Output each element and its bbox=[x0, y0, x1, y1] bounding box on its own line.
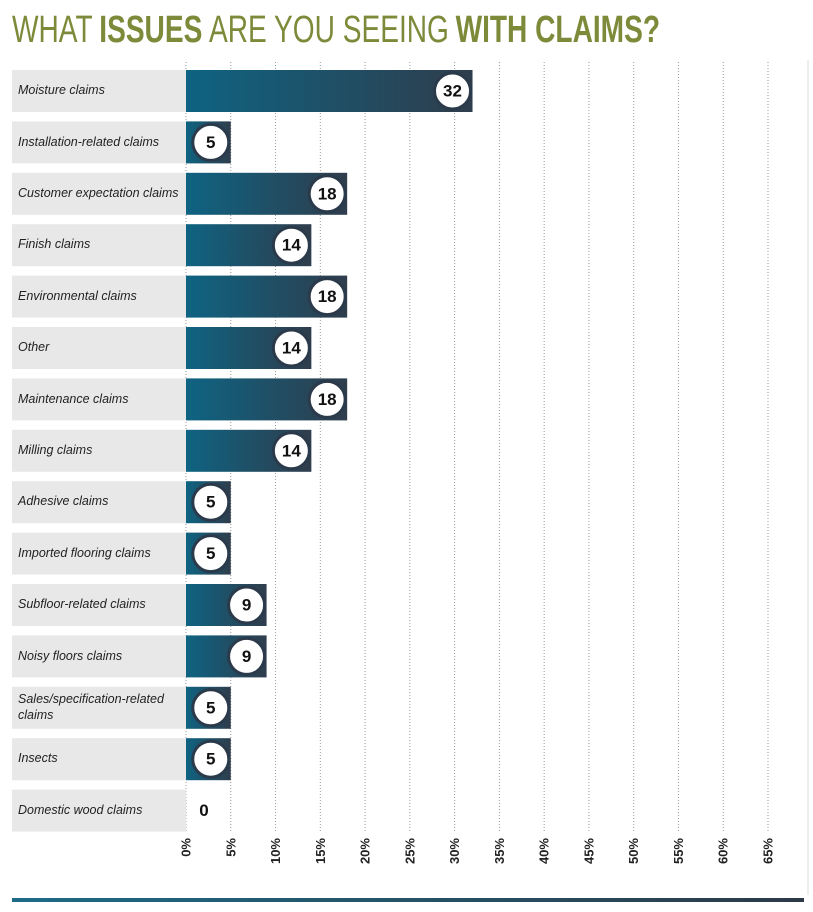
label-bg bbox=[12, 584, 186, 626]
bar bbox=[186, 70, 473, 112]
value-label: 32 bbox=[443, 82, 462, 101]
label-box: Installation-related claims bbox=[18, 134, 160, 149]
x-tick-label: 15% bbox=[313, 838, 328, 864]
category-label: Insects bbox=[18, 751, 58, 766]
category-label: Environmental claims bbox=[18, 288, 137, 303]
value-badge bbox=[191, 688, 231, 728]
category-label: Installation-related claims bbox=[18, 134, 160, 149]
x-tick-label: 55% bbox=[671, 838, 686, 864]
x-tick-label: 0% bbox=[179, 838, 194, 857]
label-bg bbox=[12, 481, 186, 524]
label-box: Subfloor-related claims bbox=[18, 597, 146, 612]
value-label: 5 bbox=[206, 544, 215, 563]
label-bg bbox=[12, 429, 186, 472]
label-box: Environmental claims bbox=[18, 288, 137, 303]
value-badge bbox=[307, 277, 347, 317]
category-label: Other bbox=[18, 340, 50, 355]
label-box: Imported flooring claims bbox=[18, 545, 151, 560]
value-label: 18 bbox=[318, 390, 337, 409]
label-box: Adhesive claims bbox=[18, 494, 109, 509]
label-bg bbox=[12, 121, 186, 164]
label-box: Customer expectation claims bbox=[18, 185, 179, 200]
x-tick-label: 5% bbox=[223, 838, 238, 857]
value-label: 5 bbox=[206, 698, 215, 717]
label-box: Milling claims bbox=[18, 442, 93, 457]
label-bg bbox=[12, 172, 186, 215]
value-badge bbox=[191, 739, 231, 779]
value-label: 14 bbox=[282, 236, 301, 255]
label-bg bbox=[12, 635, 186, 678]
label-bg bbox=[12, 532, 186, 575]
value-badge bbox=[271, 328, 311, 368]
value-label: 18 bbox=[318, 287, 337, 306]
chart-title: WHATISSUESARE YOU SEEINGWITH CLAIMS? bbox=[12, 9, 660, 51]
value-label: 0 bbox=[199, 801, 208, 820]
x-tick-label: 40% bbox=[537, 838, 552, 864]
label-bg bbox=[12, 686, 186, 729]
x-tick-label: 50% bbox=[626, 838, 641, 864]
label-bg bbox=[12, 327, 186, 369]
x-tick-label: 35% bbox=[492, 838, 507, 864]
x-tick-label: 45% bbox=[581, 838, 596, 864]
category-label: Subfloor-related claims bbox=[18, 597, 146, 612]
label-bg bbox=[12, 70, 186, 112]
title-part: WITH CLAIMS? bbox=[456, 9, 660, 51]
value-badge bbox=[271, 431, 311, 471]
category-label: Customer expectation claims bbox=[18, 185, 179, 200]
label-bg bbox=[12, 378, 186, 421]
category-label: Sales/specification-related claims bbox=[18, 692, 164, 722]
value-badge bbox=[227, 585, 267, 625]
value-label: 18 bbox=[318, 184, 337, 203]
x-tick-label: 30% bbox=[447, 838, 462, 864]
x-tick-label: 20% bbox=[358, 838, 373, 864]
label-bg bbox=[12, 789, 186, 832]
value-label: 9 bbox=[242, 596, 251, 615]
value-label: 9 bbox=[242, 647, 251, 666]
label-bg bbox=[12, 738, 186, 781]
label-box: Noisy floors claims bbox=[18, 648, 123, 663]
category-label: Domestic wood claims bbox=[18, 802, 143, 817]
title-part: ARE YOU SEEING bbox=[209, 9, 449, 51]
footer-rule bbox=[12, 898, 804, 902]
value-badge bbox=[191, 482, 231, 522]
category-label: Adhesive claims bbox=[18, 494, 109, 509]
category-label: Imported flooring claims bbox=[18, 545, 151, 560]
value-badge bbox=[307, 379, 347, 419]
label-box: Maintenance claims bbox=[18, 391, 129, 406]
category-label: Finish claims bbox=[18, 237, 91, 252]
value-badge bbox=[307, 174, 347, 214]
label-box: Domestic wood claims bbox=[18, 802, 143, 817]
label-box: Insects bbox=[18, 751, 58, 766]
value-badge bbox=[227, 636, 267, 676]
category-label: Moisture claims bbox=[18, 83, 105, 98]
value-label: 14 bbox=[282, 339, 301, 358]
value-label: 5 bbox=[206, 493, 215, 512]
value-badge bbox=[191, 534, 231, 574]
category-label: Noisy floors claims bbox=[18, 648, 123, 663]
category-label: Maintenance claims bbox=[18, 391, 129, 406]
x-tick-label: 25% bbox=[402, 838, 417, 864]
value-badge bbox=[433, 71, 473, 111]
value-badge bbox=[271, 225, 311, 265]
value-label: 14 bbox=[282, 441, 301, 460]
value-label: 5 bbox=[206, 750, 215, 769]
label-bg bbox=[12, 224, 186, 267]
x-tick-label: 65% bbox=[761, 838, 776, 864]
x-tick-label: 10% bbox=[268, 838, 283, 864]
label-box: Other bbox=[18, 340, 50, 355]
title-part: ISSUES bbox=[99, 9, 202, 51]
value-badge bbox=[191, 122, 231, 162]
category-label: Milling claims bbox=[18, 442, 93, 457]
x-tick-label: 60% bbox=[716, 838, 731, 864]
label-box: Moisture claims bbox=[18, 83, 105, 98]
label-box: Finish claims bbox=[18, 237, 91, 252]
label-box: Sales/specification-related claims bbox=[18, 692, 164, 722]
title-part: WHAT bbox=[12, 9, 93, 51]
label-bg bbox=[12, 275, 186, 318]
value-label: 5 bbox=[206, 133, 215, 152]
